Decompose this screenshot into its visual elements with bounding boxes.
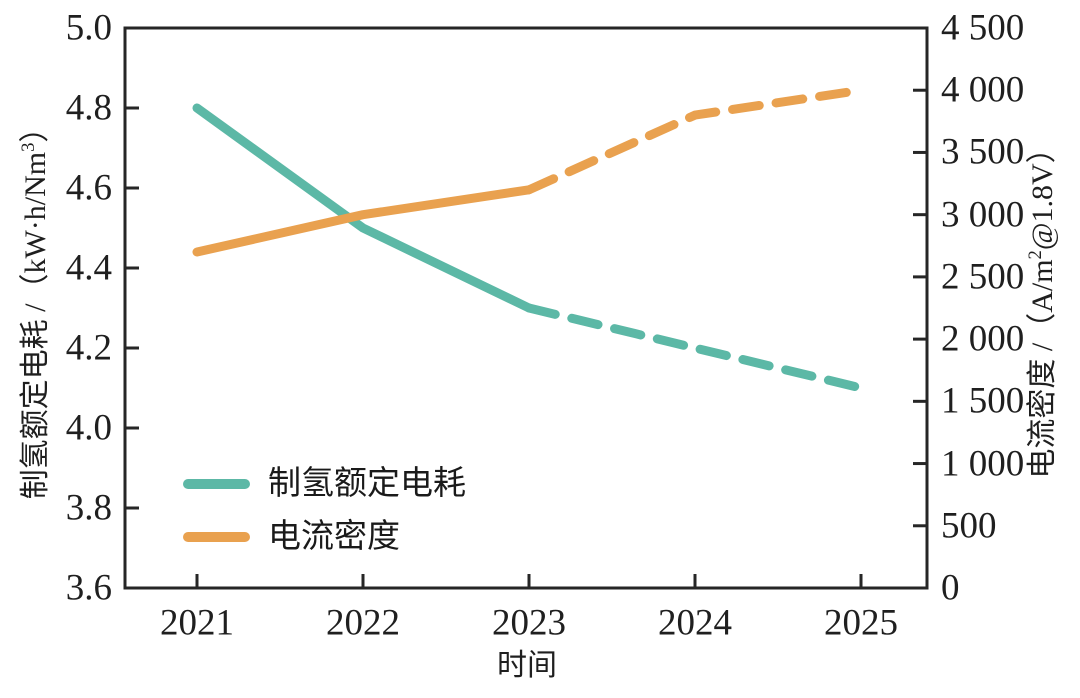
series-line-dashed-1 <box>524 85 866 195</box>
left-axis-title: 制氢额定电耗 /（kW·h/Nm3） <box>18 112 52 500</box>
right-axis-tick-label: 3 000 <box>941 194 1025 236</box>
legend-line-swatch <box>183 532 250 543</box>
left-axis-tick-label: 4.8 <box>65 87 112 129</box>
right-axis-tick-label: 2 000 <box>941 318 1025 360</box>
series-line-solid-1 <box>192 185 534 257</box>
x-axis-tick-label: 2025 <box>824 602 898 644</box>
left-axis-tick-label: 3.6 <box>65 567 112 609</box>
right-axis-tick-label: 4 500 <box>941 7 1025 49</box>
axes-frame <box>123 26 929 590</box>
left-axis-tick-label: 3.8 <box>65 487 112 529</box>
right-axis-title-sup: 2 <box>1025 250 1046 260</box>
x-axis-tick-label: 2024 <box>658 602 732 644</box>
right-axis-tick-label: 0 <box>941 567 960 609</box>
x-axis-tick-label: 2021 <box>160 602 234 644</box>
legend-label: 制氢额定电耗 <box>268 466 466 502</box>
left-axis-tick-label: 4.0 <box>65 407 112 449</box>
x-axis-tick-label: 2023 <box>492 602 566 644</box>
left-axis-tick-label: 4.2 <box>65 327 112 369</box>
left-axis-tick-label: 4.6 <box>65 167 112 209</box>
x-axis-title: 时间 <box>497 651 557 681</box>
left-axis-title-sup: 3 <box>18 142 39 152</box>
series-line-dashed-0 <box>524 303 866 393</box>
right-axis-title-text: 电流密度 /（A/m <box>1026 259 1059 479</box>
right-axis-title-suffix: @1.8V） <box>1026 133 1059 251</box>
legend-label: 电流密度 <box>268 519 400 556</box>
right-axis-tick-label: 2 500 <box>941 256 1025 298</box>
right-axis-tick-label: 1 500 <box>941 380 1025 422</box>
left-axis-tick-label: 5.0 <box>65 7 112 49</box>
legend: 制氢额定电耗 电流密度 <box>183 466 466 556</box>
left-axis-tick-label: 4.4 <box>65 247 112 289</box>
right-axis-title: 电流密度 /（A/m2@1.8V） <box>1025 133 1059 479</box>
x-axis-tick-label: 2022 <box>326 602 400 644</box>
right-axis-tick-label: 4 000 <box>941 69 1025 111</box>
series-line-solid-0 <box>192 103 534 313</box>
right-axis-tick-label: 500 <box>941 505 997 547</box>
legend-item-0: 制氢额定电耗 <box>183 466 466 502</box>
right-axis-tick-label: 3 500 <box>941 131 1025 173</box>
right-axis-tick-label: 1 000 <box>941 443 1025 485</box>
legend-item-1: 电流密度 <box>183 519 466 555</box>
left-axis-title-suffix: ） <box>19 112 52 143</box>
left-axis-title-text: 制氢额定电耗 /（kW·h/Nm <box>19 151 52 500</box>
legend-line-swatch <box>183 479 250 490</box>
x-axis-title-text: 时间 <box>497 649 557 682</box>
